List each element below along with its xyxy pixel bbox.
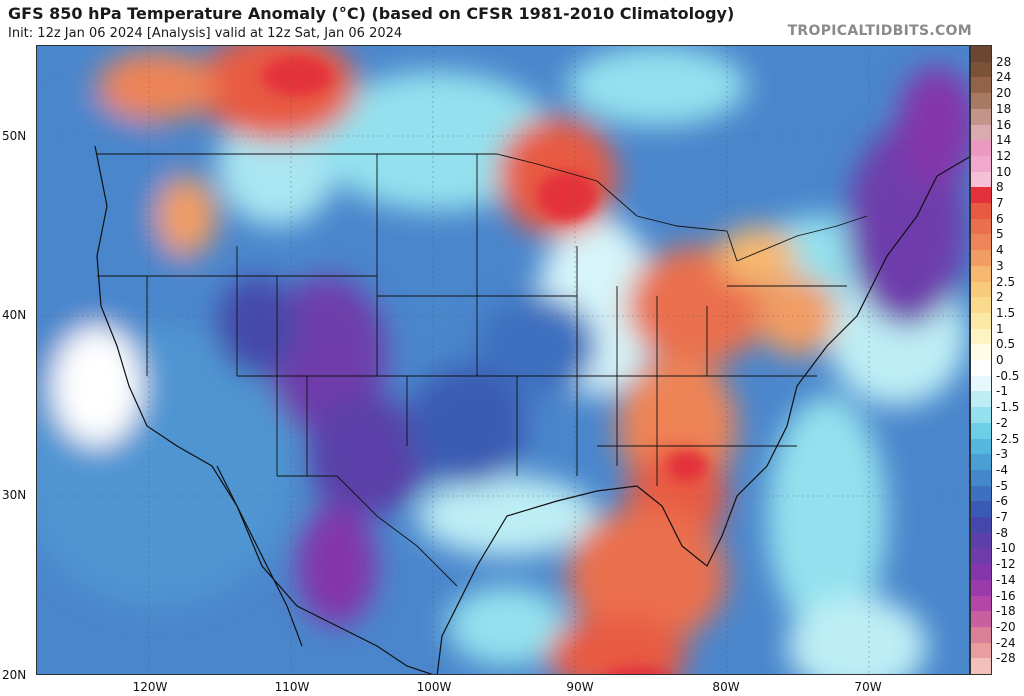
colorbar-segment — [971, 250, 991, 267]
colorbar-tick-label: -3 — [996, 447, 1008, 462]
lat-label-30n: 30N — [2, 488, 27, 502]
colorbar-tick-label: 8 — [996, 180, 1004, 195]
colorbar-segment — [971, 548, 991, 565]
political-borders — [97, 153, 868, 587]
colorbar-tick-label: -10 — [996, 541, 1016, 556]
anomaly-map — [36, 45, 970, 675]
colorbar-segment — [971, 517, 991, 534]
colorbar-tick-label: -6 — [996, 494, 1008, 509]
coastlines — [94, 145, 969, 674]
colorbar-tick-label: 2.5 — [996, 274, 1016, 289]
colorbar-segment — [971, 218, 991, 235]
colorbar-tick-label: 6 — [996, 211, 1004, 226]
colorbar-segment — [971, 595, 991, 612]
colorbar-tick-label: 7 — [996, 196, 1004, 210]
graticule — [37, 46, 969, 674]
colorbar-tick-label: 12 — [996, 148, 1012, 163]
lon-label-90w: 90W — [566, 680, 594, 694]
colorbar-tick-label: 5 — [996, 227, 1004, 242]
lon-label-100w: 100W — [416, 680, 452, 694]
colorbar-segment — [971, 454, 991, 471]
lat-label-40n: 40N — [2, 308, 27, 322]
colorbar-segment — [971, 171, 991, 188]
colorbar-tick-label: 20 — [996, 86, 1012, 101]
colorbar-segment — [971, 564, 991, 581]
colorbar-segment — [971, 203, 991, 220]
colorbar-segment — [971, 375, 991, 392]
colorbar-segment — [971, 626, 991, 644]
colorbar-segment — [971, 422, 991, 439]
colorbar-tick-label: -2 — [996, 415, 1008, 430]
lon-label-110w: 110W — [274, 680, 310, 694]
colorbar-segment — [971, 438, 991, 455]
colorbar-segment — [971, 658, 991, 675]
colorbar-tick-label: 18 — [996, 101, 1012, 116]
lon-label-120w: 120W — [132, 680, 168, 694]
colorbar-tick-label: 0.5 — [996, 337, 1016, 352]
colorbar-segment — [971, 360, 991, 377]
source-watermark: TROPICALTIDBITS.COM — [787, 23, 972, 39]
colorbar-tick-label: 28 — [996, 54, 1012, 69]
colorbar-segment — [971, 46, 991, 62]
colorbar-tick-label: -12 — [996, 557, 1016, 572]
colorbar-segment — [971, 108, 991, 125]
colorbar-tick-label: 24 — [996, 70, 1012, 85]
colorbar-segment — [971, 485, 991, 502]
colorbar-tick-label: -1.5 — [996, 400, 1020, 415]
colorbar-segment — [971, 611, 991, 628]
colorbar-tick-label: 3 — [996, 258, 1004, 273]
colorbar-segment — [971, 140, 991, 157]
colorbar-segment — [971, 265, 991, 282]
colorbar-tick-label: -24 — [996, 635, 1016, 650]
colorbar-segment — [971, 93, 991, 110]
colorbar-tick-label: -20 — [996, 619, 1016, 634]
colorbar-segment — [971, 579, 991, 596]
colorbar-segment — [971, 187, 991, 204]
lon-label-80w: 80W — [712, 680, 740, 694]
colorbar-segment — [971, 155, 991, 173]
colorbar-segment — [971, 234, 991, 251]
colorbar-segment — [971, 312, 991, 330]
colorbar-segment — [971, 642, 991, 659]
colorbar-segment — [971, 344, 991, 361]
colorbar-tick-label: 1 — [996, 321, 1004, 336]
colorbar-tick-label: 2 — [996, 290, 1004, 305]
colorbar-tick-label: 10 — [996, 164, 1012, 179]
colorbar-segment — [971, 469, 991, 487]
colorbar-segment — [971, 532, 991, 549]
colorbar-tick-label: -8 — [996, 525, 1008, 540]
colorbar-segment — [971, 281, 991, 298]
colorbar-tick-label: -7 — [996, 510, 1008, 524]
colorbar-segment — [971, 501, 991, 518]
colorbar-segment — [971, 124, 991, 141]
colorbar-tick-label: -0.5 — [996, 368, 1020, 383]
colorbar-tick-label: -14 — [996, 572, 1016, 587]
map-title: GFS 850 hPa Temperature Anomaly (°C) (ba… — [8, 4, 735, 23]
lon-label-70w: 70W — [854, 680, 882, 694]
colorbar-tick-label: -18 — [996, 604, 1016, 619]
colorbar-segment — [971, 328, 991, 345]
colorbar-segment — [971, 297, 991, 314]
colorbar-segment — [971, 77, 991, 94]
colorbar-legend — [970, 45, 992, 675]
lat-label-50n: 50N — [2, 129, 27, 143]
colorbar-tick-label: 1.5 — [996, 305, 1016, 320]
colorbar-tick-label: -1 — [996, 384, 1008, 399]
map-canvas — [37, 46, 969, 674]
lat-label-20n: 20N — [2, 668, 27, 682]
colorbar-tick-label: 14 — [996, 133, 1012, 148]
colorbar-segment — [971, 407, 991, 424]
colorbar-segment — [971, 61, 991, 78]
map-subtitle: Init: 12z Jan 06 2024 [Analysis] valid a… — [8, 26, 403, 41]
colorbar-tick-label: 16 — [996, 117, 1012, 132]
colorbar-tick-label: -5 — [996, 478, 1008, 493]
colorbar-tick-label: -2.5 — [996, 431, 1020, 446]
colorbar-tick-label: -4 — [996, 462, 1008, 477]
colorbar-tick-label: -28 — [996, 651, 1016, 666]
colorbar-tick-label: -16 — [996, 588, 1016, 603]
colorbar-segment — [971, 391, 991, 408]
colorbar-tick-label: 4 — [996, 243, 1004, 258]
colorbar-tick-label: 0 — [996, 353, 1004, 367]
